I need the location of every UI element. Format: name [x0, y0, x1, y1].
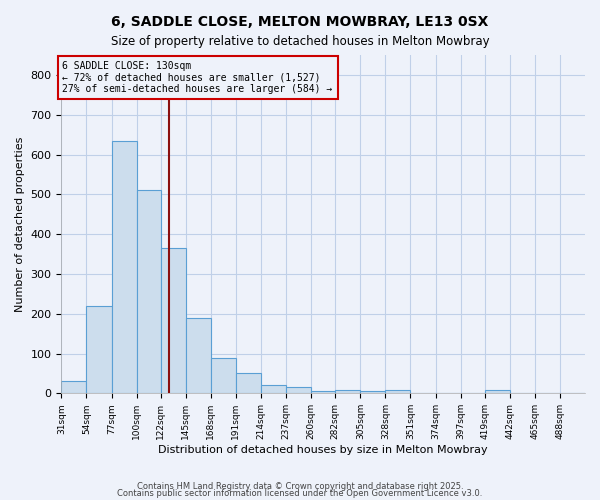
Bar	[86, 306, 112, 394]
Bar	[112, 140, 137, 394]
Y-axis label: Number of detached properties: Number of detached properties	[15, 136, 25, 312]
Bar	[137, 190, 161, 394]
Bar	[186, 318, 211, 394]
Text: Contains public sector information licensed under the Open Government Licence v3: Contains public sector information licen…	[118, 490, 482, 498]
Bar	[360, 392, 385, 394]
Text: Contains HM Land Registry data © Crown copyright and database right 2025.: Contains HM Land Registry data © Crown c…	[137, 482, 463, 491]
Bar	[261, 386, 286, 394]
Bar	[211, 358, 236, 394]
Bar	[236, 372, 261, 394]
Text: 6 SADDLE CLOSE: 130sqm
← 72% of detached houses are smaller (1,527)
27% of semi-: 6 SADDLE CLOSE: 130sqm ← 72% of detached…	[62, 61, 333, 94]
Bar	[286, 388, 311, 394]
Bar	[385, 390, 410, 394]
Text: 6, SADDLE CLOSE, MELTON MOWBRAY, LE13 0SX: 6, SADDLE CLOSE, MELTON MOWBRAY, LE13 0S…	[112, 15, 488, 29]
Bar	[311, 392, 335, 394]
Bar	[161, 248, 186, 394]
Text: Size of property relative to detached houses in Melton Mowbray: Size of property relative to detached ho…	[110, 35, 490, 48]
X-axis label: Distribution of detached houses by size in Melton Mowbray: Distribution of detached houses by size …	[158, 445, 488, 455]
Bar	[61, 382, 86, 394]
Bar	[335, 390, 360, 394]
Bar	[485, 390, 510, 394]
